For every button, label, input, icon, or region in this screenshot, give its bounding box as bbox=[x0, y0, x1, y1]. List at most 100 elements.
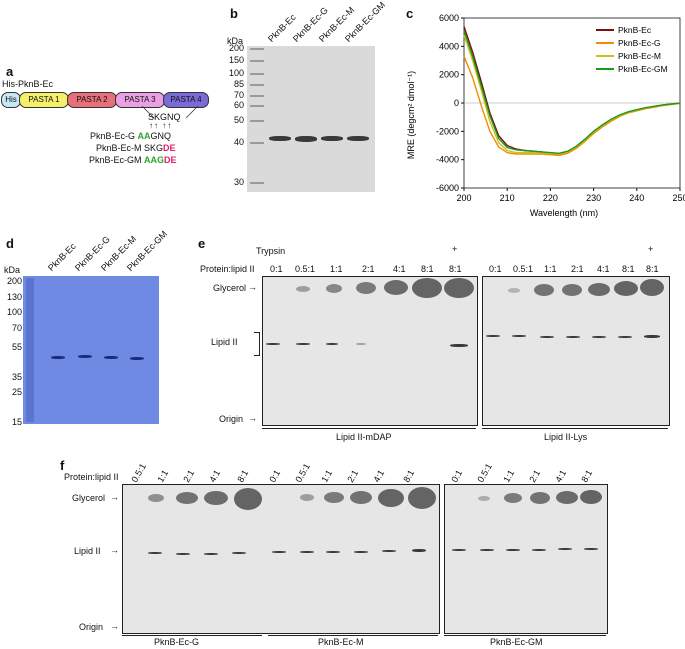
e-ratio: 8:1 bbox=[421, 264, 434, 274]
e-ratio: 1:1 bbox=[544, 264, 557, 274]
e-lipid-ii-band bbox=[540, 336, 554, 338]
x-axis-label: Wavelength (nm) bbox=[530, 208, 598, 218]
b-marker-60: 60 bbox=[233, 100, 244, 110]
e-group-underline bbox=[482, 428, 668, 429]
b-ladder-band bbox=[250, 73, 264, 75]
f-group-label-g: PknB-Ec-G bbox=[154, 637, 200, 647]
b-marker-100: 100 bbox=[228, 68, 244, 78]
b-ladder-band bbox=[250, 48, 264, 50]
b-ladder-band bbox=[250, 182, 264, 184]
f-lipid-ii-band bbox=[452, 549, 466, 551]
e-ratio: 0.5:1 bbox=[295, 264, 316, 274]
e-ratio-label: Protein:lipid II bbox=[200, 264, 255, 274]
f-lipid-ii-band bbox=[148, 552, 162, 554]
e-ratio: 4:1 bbox=[597, 264, 610, 274]
d-protein-band bbox=[130, 357, 144, 360]
b-ladder-band bbox=[250, 95, 264, 97]
arrow-icon: → bbox=[248, 282, 257, 292]
x-tick-label: 240 bbox=[629, 193, 644, 203]
d-marker-35: 35 bbox=[11, 372, 22, 382]
e-ratio: 0:1 bbox=[489, 264, 502, 274]
f-glycerol-spot bbox=[478, 496, 490, 501]
e-lipid-ii-band bbox=[592, 336, 606, 338]
f-glycerol-spot bbox=[580, 490, 602, 504]
f-tlc-plate-1 bbox=[122, 484, 440, 634]
e-lipid-ii-band bbox=[486, 335, 500, 337]
e-ratio: 8:1 bbox=[449, 264, 462, 274]
f-glycerol-spot bbox=[300, 494, 314, 501]
f-glycerol-spot bbox=[148, 494, 164, 502]
arrow-icon: → bbox=[110, 545, 119, 555]
f-group-underline bbox=[122, 635, 262, 636]
f-ratio: 2:1 bbox=[345, 468, 361, 484]
f-row-label-lipid-ii: Lipid II bbox=[74, 546, 101, 556]
e-group-underline bbox=[262, 428, 476, 429]
construct-label: His-PknB-Ec bbox=[2, 79, 54, 89]
e-row-label-lipid-ii: Lipid II bbox=[211, 337, 238, 347]
f-glycerol-spot bbox=[556, 491, 578, 504]
e-row-label-glycerol: Glycerol bbox=[213, 283, 247, 293]
e-lipid-ii-band bbox=[512, 335, 526, 337]
f-ratio: 4:1 bbox=[371, 468, 387, 484]
e-lipid-ii-band bbox=[566, 336, 580, 338]
f-row-label-origin: Origin bbox=[79, 622, 104, 632]
d-protein-band bbox=[104, 356, 118, 359]
f-glycerol-spot bbox=[408, 487, 436, 509]
f-lipid-ii-band bbox=[480, 549, 494, 551]
x-tick-label: 210 bbox=[500, 193, 515, 203]
f-lipid-ii-band bbox=[232, 552, 246, 554]
d-marker-55: 55 bbox=[11, 342, 22, 352]
d-marker-25: 25 bbox=[11, 387, 22, 397]
b-ladder-band bbox=[250, 60, 264, 62]
mutation-arrows: ↑↑ ↑↑ bbox=[149, 121, 173, 130]
e-glycerol-spot bbox=[562, 284, 582, 296]
f-glycerol-spot bbox=[176, 492, 198, 504]
b-protein-band bbox=[347, 136, 369, 141]
e-lipid-ii-band bbox=[450, 344, 468, 347]
e-glycerol-spot bbox=[614, 281, 638, 296]
f-glycerol-spot bbox=[350, 491, 372, 504]
panel-a-label: a bbox=[6, 64, 14, 79]
e-lipid-ii-band bbox=[356, 343, 366, 345]
e-glycerol-spot bbox=[326, 284, 342, 293]
e-plus-right: + bbox=[648, 244, 654, 254]
series-line-PknB-Ec-GM bbox=[463, 30, 681, 155]
e-ratio: 8:1 bbox=[646, 264, 659, 274]
variant-m: PknB-Ec-M SKGDE bbox=[96, 143, 176, 153]
b-protein-band bbox=[321, 136, 343, 141]
trypsin-label: Trypsin bbox=[256, 246, 286, 256]
e-group-label-lys: Lipid II-Lys bbox=[544, 432, 588, 442]
b-protein-band bbox=[269, 136, 291, 141]
f-glycerol-spot bbox=[234, 488, 262, 510]
legend-entry: PknB-Ec-G bbox=[618, 38, 661, 48]
lipid-ii-bracket bbox=[254, 332, 260, 356]
x-tick-label: 200 bbox=[456, 193, 471, 203]
d-gel bbox=[23, 276, 159, 424]
e-lipid-ii-band bbox=[296, 343, 310, 345]
b-marker-50: 50 bbox=[233, 115, 244, 125]
e-lipid-ii-band bbox=[644, 335, 660, 338]
e-ratio: 0:1 bbox=[270, 264, 283, 274]
legend-entry: PknB-Ec-M bbox=[618, 51, 661, 61]
e-group-label-mdap: Lipid II-mDAP bbox=[336, 432, 392, 442]
d-protein-band bbox=[51, 356, 65, 359]
b-ladder-band bbox=[250, 105, 264, 107]
b-marker-200: 200 bbox=[228, 43, 244, 53]
f-ratio: 0.5:1 bbox=[293, 461, 313, 484]
f-lipid-ii-band bbox=[326, 551, 340, 553]
y-tick-label: -6000 bbox=[436, 183, 459, 193]
panel-e-label: e bbox=[198, 236, 206, 251]
e-glycerol-spot bbox=[444, 278, 474, 298]
y-axis-label: MRE (degcm² dmol⁻¹) bbox=[406, 71, 416, 159]
e-ratio: 0.5:1 bbox=[513, 264, 534, 274]
b-protein-band bbox=[295, 136, 317, 142]
e-ratio: 2:1 bbox=[362, 264, 375, 274]
e-lipid-ii-band bbox=[266, 343, 280, 345]
f-glycerol-spot bbox=[378, 489, 404, 507]
d-marker-200: 200 bbox=[6, 276, 22, 286]
f-ratio-label: Protein:lipid II bbox=[64, 472, 119, 482]
y-tick-label: 2000 bbox=[439, 70, 459, 80]
f-ratio: 8:1 bbox=[235, 468, 251, 484]
d-marker-100: 100 bbox=[6, 307, 22, 317]
domain-pasta-4: PASTA 4 bbox=[163, 92, 209, 108]
